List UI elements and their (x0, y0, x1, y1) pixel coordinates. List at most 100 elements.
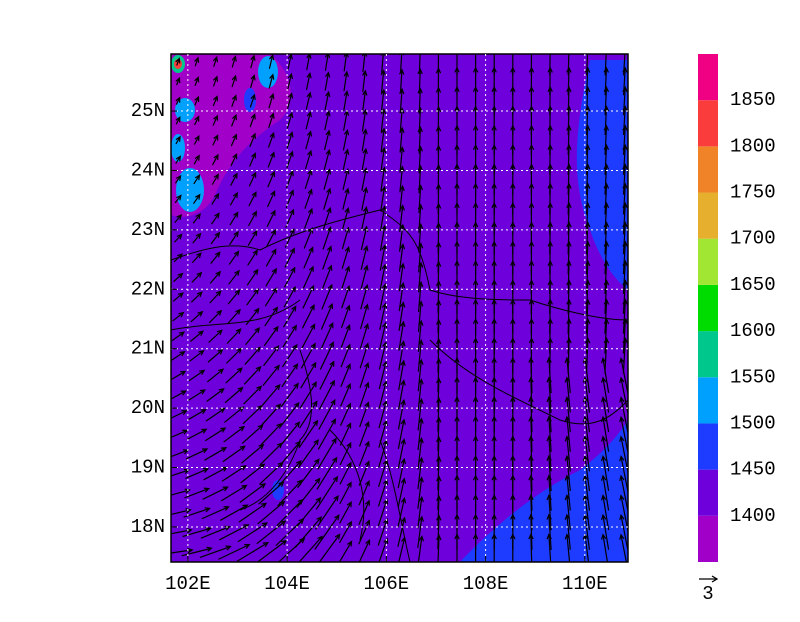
wind-arrow (528, 376, 534, 413)
wind-arrow (267, 170, 276, 188)
wind-arrow (417, 378, 424, 411)
wind-arrow (206, 388, 225, 403)
wind-arrow (205, 407, 226, 422)
wind-arrow (229, 191, 238, 206)
wind-arrow (399, 184, 405, 213)
wind-arrow (379, 205, 387, 232)
wind-arrow (339, 402, 352, 427)
wind-arrow (256, 539, 288, 562)
wind-arrow (199, 545, 232, 559)
wind-arrow (398, 68, 405, 94)
wind-arrow (281, 363, 299, 388)
wind-arrow (242, 404, 263, 425)
wind-arrow (227, 289, 241, 305)
colorbar-box (698, 469, 718, 516)
wind-arrow (436, 475, 442, 510)
wind-arrow (619, 357, 628, 393)
wind-arrow (248, 171, 257, 187)
wind-arrow (249, 93, 256, 108)
wind-arrow (603, 298, 610, 334)
wind-arrow (318, 379, 335, 410)
wind-arrow (256, 520, 287, 545)
wind-arrow (224, 386, 244, 404)
wind-arrow (342, 206, 350, 230)
wind-arrow (171, 488, 191, 496)
wind-arrow (600, 474, 610, 511)
wind-arrow (194, 56, 200, 67)
wind-arrow (223, 425, 246, 443)
wind-arrow (619, 396, 628, 433)
wind-arrow (303, 227, 314, 249)
wind-arrow (417, 222, 424, 253)
wind-arrow (218, 544, 251, 560)
wind-arrow (343, 54, 349, 72)
wind-arrow (584, 85, 591, 116)
wind-arrow (358, 460, 370, 486)
wind-arrow (341, 284, 351, 309)
wind-arrow (206, 368, 225, 383)
wind-arrow (194, 115, 200, 126)
colorbar-box (698, 423, 718, 470)
wind-arrow (194, 95, 200, 106)
wind-arrow (229, 211, 239, 226)
wind-arrow (472, 533, 479, 562)
colorbar-label: 1500 (730, 412, 776, 434)
wind-arrow (286, 131, 294, 149)
wind-arrow (600, 435, 610, 472)
wind-arrow (211, 212, 220, 225)
y-tick-label: 21N (131, 338, 165, 360)
wind-arrow (339, 481, 352, 505)
reference-label: 3 (702, 583, 713, 605)
wind-arrow (338, 540, 353, 562)
wind-arrow (397, 477, 407, 508)
wind-arrow (322, 226, 332, 250)
wind-arrow (277, 537, 306, 562)
wind-arrow (320, 322, 334, 350)
wind-arrow (397, 418, 406, 450)
wind-arrow (200, 525, 231, 539)
wind-arrow (323, 129, 331, 151)
wind-arrow (546, 533, 552, 562)
wind-arrow (318, 533, 341, 562)
wind-arrow (315, 475, 339, 510)
colorbar-label: 1550 (730, 366, 776, 388)
wind-arrow (265, 248, 277, 267)
wind-arrow (619, 494, 628, 531)
wind-arrow (417, 417, 424, 451)
wind-arrow (358, 479, 370, 506)
wind-arrow (584, 240, 591, 275)
wind-arrow (586, 54, 589, 76)
wind-arrow (201, 506, 230, 520)
wind-arrow (191, 271, 203, 283)
wind-arrow (619, 533, 627, 562)
wind-arrow (397, 516, 407, 547)
colorbar-box (698, 100, 718, 147)
wind-arrow (546, 395, 552, 433)
wind-arrow (399, 165, 405, 193)
wind-arrow (171, 468, 191, 477)
wind-arrow (398, 301, 406, 332)
wind-arrow (250, 54, 256, 69)
wind-arrow (361, 108, 368, 132)
wind-arrow (175, 155, 182, 164)
wind-arrow (192, 232, 202, 244)
wind-arrow (297, 439, 319, 469)
colorbar-box (698, 238, 718, 285)
wind-arrow (417, 358, 424, 392)
wind-arrow (171, 351, 186, 361)
wind-arrow (219, 524, 250, 541)
wind-arrow (546, 513, 552, 550)
wind-arrow (399, 126, 405, 153)
wind-arrow (243, 365, 262, 385)
colorbar-box (698, 331, 718, 378)
x-tick-label: 106E (364, 573, 410, 595)
wind-arrow (191, 252, 202, 264)
wind-arrow (546, 474, 552, 511)
wind-arrow (397, 457, 407, 489)
wind-arrow (361, 128, 368, 152)
wind-arrow (305, 72, 312, 90)
wind-arrow (600, 494, 610, 531)
colorbar-label: 1700 (730, 228, 776, 250)
wind-arrow (190, 291, 203, 303)
wind-arrow (582, 435, 591, 472)
